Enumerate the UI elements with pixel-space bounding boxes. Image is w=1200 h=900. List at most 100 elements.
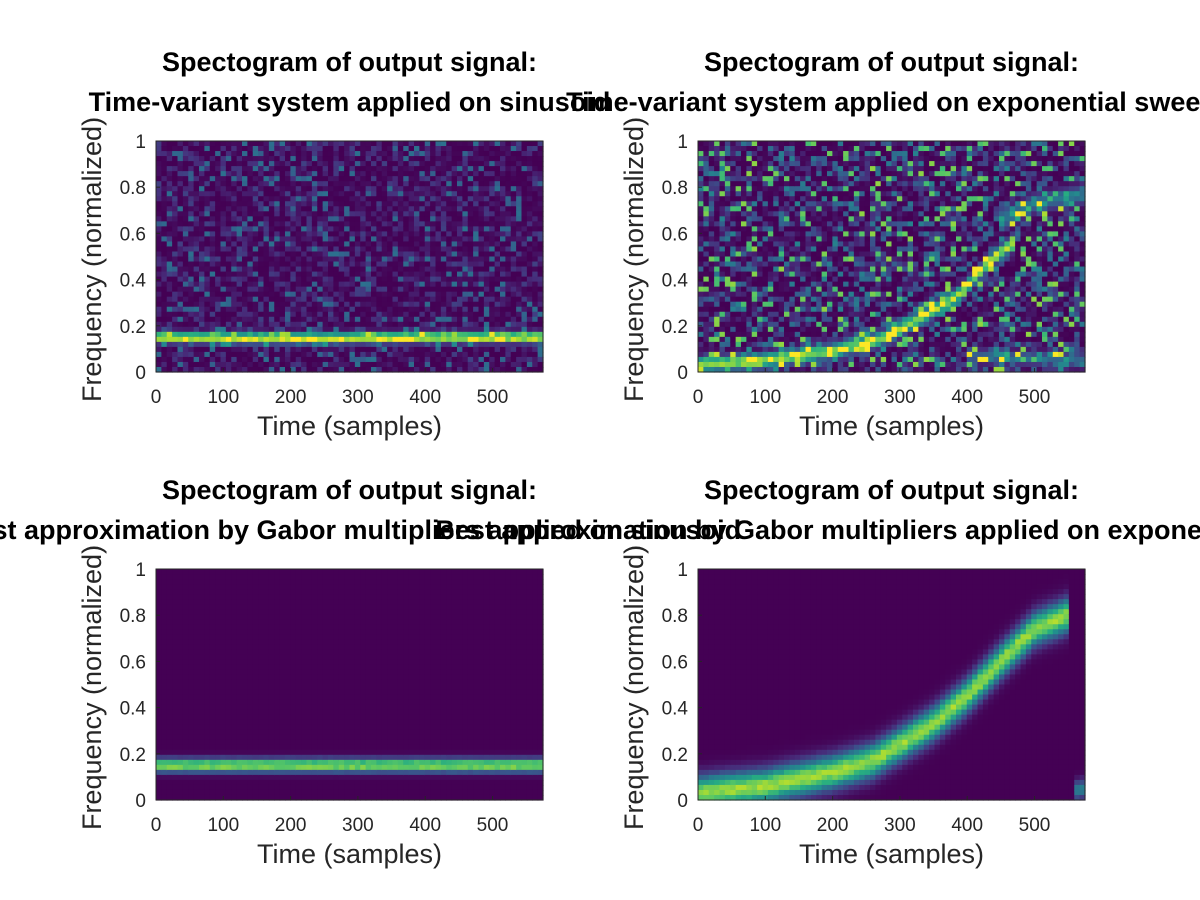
heatmap-cell [354,346,361,353]
heatmap-cell [156,281,162,288]
heatmap-cell [209,326,216,333]
heatmap-cell [746,141,753,147]
heatmap-cell [462,306,469,313]
heatmap-cell [285,336,291,343]
heatmap-cell [177,276,184,283]
heatmap-cell [751,296,758,303]
heatmap-cell [247,226,254,232]
heatmap-cell [505,166,512,172]
heatmap-cell [285,356,291,363]
heatmap-cell [746,271,753,278]
heatmap-cell [225,326,232,333]
heatmap-cell [381,141,388,147]
heatmap-cell [430,216,437,222]
heatmap-cell [505,306,512,313]
heatmap-cell [285,286,291,293]
heatmap-cell [489,316,496,323]
heatmap-cell [387,161,394,167]
heatmap-cell [225,146,232,152]
heatmap-cell [397,331,404,338]
heatmap-cell [392,281,399,288]
heatmap-cell [424,291,431,298]
heatmap-cell [478,291,485,298]
heatmap-cell [414,336,420,343]
heatmap-cell [193,261,200,268]
heatmap-cell [279,231,286,238]
heatmap-cell [446,331,453,338]
heatmap-cell [247,196,254,202]
heatmap-cell [338,241,345,248]
heatmap-cell [392,186,399,192]
heatmap-cell [419,226,426,232]
heatmap-cell [724,146,731,152]
heatmap-cell [698,336,704,343]
heatmap-cell [714,311,721,318]
heatmap-cell [392,141,399,147]
heatmap-cell [333,306,340,313]
heatmap-cell [757,221,764,227]
heatmap-cell [784,261,790,268]
heatmap-cell [290,256,297,263]
heatmap-cell [166,306,173,313]
heatmap-cell [724,321,731,328]
heatmap-cell [403,216,410,222]
heatmap-cell [816,316,823,323]
heatmap-cell [489,266,496,273]
heatmap-cell [177,336,184,343]
heatmap-cell [462,301,469,308]
heatmap-cell [215,161,222,167]
heatmap-cell [365,306,372,313]
heatmap-cell [371,196,377,202]
heatmap-cell [751,276,758,283]
heatmap-cell [311,211,318,217]
heatmap-cell [387,201,394,207]
heatmap-cell [730,216,737,222]
heatmap-cell [859,216,866,222]
heatmap-cell [414,231,420,238]
heatmap-cell [322,326,329,333]
heatmap-cell [225,286,232,293]
heatmap-cell [220,146,227,152]
heatmap-cell [166,366,173,373]
heatmap-cell [365,166,372,172]
heatmap-cell [500,261,506,268]
heatmap-cell [494,246,501,253]
heatmap-cell [414,201,420,207]
heatmap-cell [848,336,855,343]
heatmap-cell [322,321,329,328]
heatmap-cell [403,181,410,187]
heatmap-cell [880,336,887,343]
heatmap-cell [880,171,887,177]
heatmap-cell [816,346,823,353]
heatmap-cell [247,171,254,177]
heatmap-cell [784,186,790,192]
heatmap-cell [821,226,828,232]
heatmap-cell [703,256,710,263]
heatmap-cell [209,141,216,147]
heatmap-cell [172,216,179,222]
heatmap-cell [457,221,463,227]
heatmap-cell [473,206,480,212]
heatmap-cell [746,156,753,162]
heatmap-cell [789,211,796,217]
heatmap-cell [371,236,377,243]
heatmap-cell [880,166,887,172]
heatmap-cell [751,356,758,363]
heatmap-cell [397,351,404,358]
heatmap-cell [258,291,265,298]
heatmap-cell [505,156,512,162]
heatmap-cell [247,156,254,162]
heatmap-cell [886,226,893,232]
heatmap-cell [199,361,205,368]
heatmap-cell [537,351,544,358]
heatmap-cell [462,231,469,238]
heatmap-cell [285,151,291,157]
heatmap-cell [510,316,517,323]
heatmap-cell [446,211,453,217]
heatmap-cell [371,346,377,353]
heatmap-cell [392,161,399,167]
heatmap-cell [199,326,205,333]
heatmap-cell [816,236,823,243]
heatmap-cell [767,316,774,323]
heatmap-cell [397,156,404,162]
